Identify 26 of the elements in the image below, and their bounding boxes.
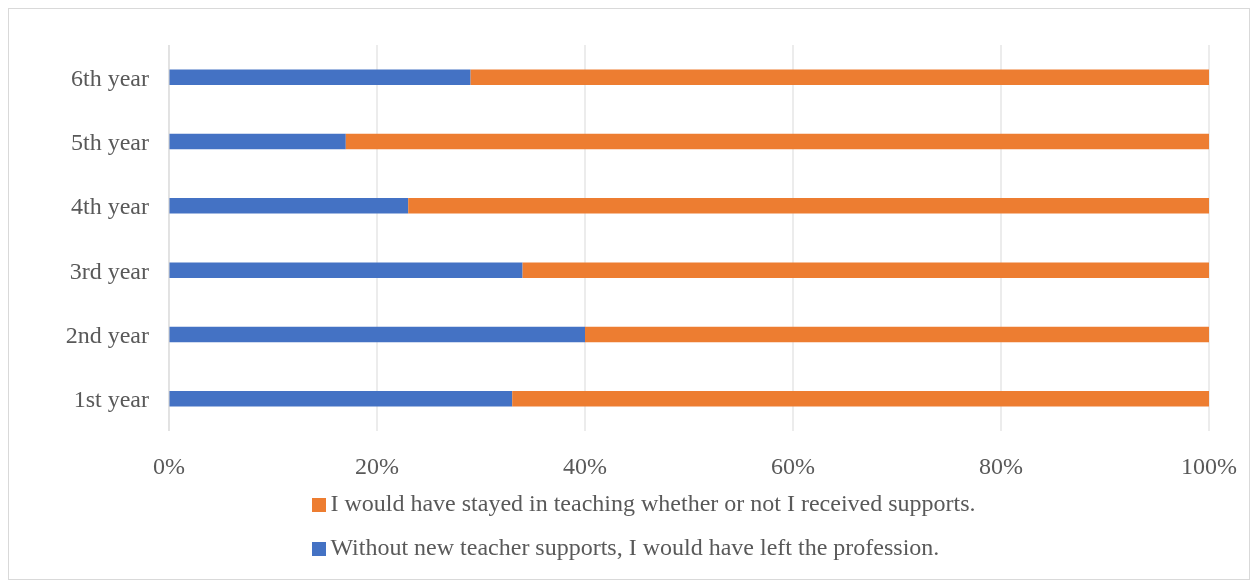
y-tick-label: 1st year (73, 386, 149, 413)
bar (470, 69, 1209, 85)
x-tick-label: 40% (563, 453, 607, 480)
legend-label: I would have stayed in teaching whether or not I received supports. (330, 490, 976, 516)
bar (408, 198, 1209, 214)
y-tick-label: 6th year (71, 64, 149, 91)
legend-label: Without new teacher supports, I would have left the profession. (330, 534, 940, 560)
x-tick-label: 0% (153, 453, 185, 480)
bar (169, 133, 346, 150)
bar (169, 198, 409, 214)
y-tick-label: 2nd year (65, 322, 150, 349)
bar (512, 391, 1209, 407)
x-tick-label: 80% (979, 453, 1023, 480)
bar (522, 262, 1209, 278)
bar (169, 262, 523, 278)
x-tick-label: 20% (355, 453, 399, 480)
bar (169, 391, 513, 407)
y-tick-label: 5th year (71, 129, 149, 156)
bar (345, 133, 1209, 150)
y-tick-label: 4th year (71, 193, 149, 220)
bar (169, 69, 471, 85)
bar (169, 326, 585, 343)
y-tick-label: 3rd year (69, 257, 149, 284)
x-tick-label: 100% (1181, 453, 1237, 480)
bar (585, 326, 1209, 343)
x-tick-label: 60% (771, 453, 815, 480)
